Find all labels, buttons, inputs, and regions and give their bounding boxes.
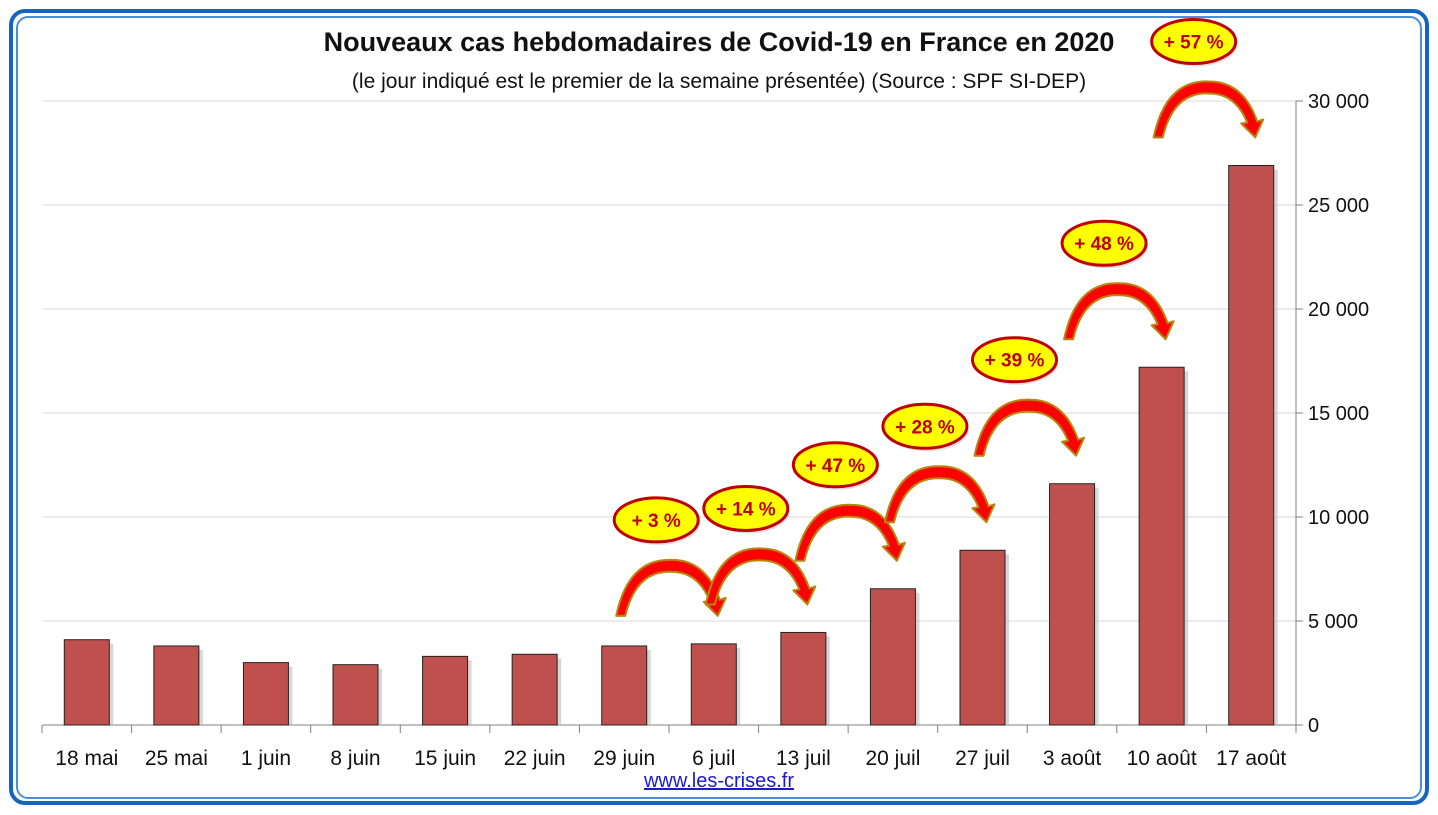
y-tick-label: 0: [1308, 715, 1319, 737]
growth-label: + 47 %: [806, 456, 866, 477]
x-tick-label: 22 juin: [504, 747, 566, 770]
bar: [332, 664, 379, 726]
chart-title: Nouveaux cas hebdomadaires de Covid-19 e…: [323, 27, 1115, 57]
growth-arrow: [794, 503, 906, 562]
x-tick-label: 10 août: [1127, 747, 1197, 770]
bar: [1138, 366, 1185, 726]
growth-badge: [1150, 17, 1238, 65]
growth-badge: [971, 336, 1058, 384]
growth-arrow: [1063, 282, 1175, 341]
growth-arrow: [615, 558, 727, 617]
x-tick-label: 20 juil: [865, 747, 920, 770]
bar: [511, 653, 558, 726]
x-tick-label: 13 juil: [776, 747, 831, 770]
bar: [242, 662, 289, 726]
y-tick-label: 20 000: [1308, 299, 1369, 321]
growth-label: + 39 %: [985, 351, 1045, 372]
growth-badge: [791, 441, 879, 489]
bar: [601, 645, 648, 726]
growth-badge: [881, 402, 969, 450]
x-tick-label: 3 août: [1043, 747, 1102, 770]
x-tick-label: 6 juil: [692, 747, 735, 770]
growth-label: + 57 %: [1164, 32, 1224, 53]
growth-badge: [1060, 219, 1148, 267]
growth-badge: [612, 496, 700, 544]
x-tick-label: 15 juin: [414, 747, 476, 770]
x-tick-label: 8 juin: [330, 747, 380, 770]
growth-arrow: [1152, 80, 1265, 139]
bar: [690, 643, 737, 726]
source-link[interactable]: www.les-crises.fr: [643, 770, 794, 792]
inner-frame: [16, 16, 1422, 799]
x-tick-label: 29 juin: [593, 747, 655, 770]
x-tick-label: 18 mai: [55, 747, 118, 770]
bar: [959, 549, 1006, 726]
growth-label: + 14 %: [716, 499, 776, 520]
bar: [1049, 483, 1096, 726]
growth-label: + 3 %: [632, 511, 681, 532]
growth-label: + 48 %: [1074, 234, 1134, 255]
y-tick-label: 15 000: [1308, 403, 1369, 425]
growth-arrow: [883, 465, 996, 524]
y-tick-label: 10 000: [1308, 507, 1369, 529]
bar: [63, 639, 110, 726]
y-tick-label: 30 000: [1308, 91, 1369, 113]
y-tick-label: 25 000: [1308, 195, 1369, 217]
bar: [869, 588, 916, 726]
x-tick-label: 1 juin: [241, 747, 291, 770]
chart-subtitle: (le jour indiqué est le premier de la se…: [351, 70, 1087, 93]
x-tick-label: 17 août: [1216, 747, 1286, 770]
growth-label: + 28 %: [895, 417, 955, 438]
bar: [153, 645, 200, 726]
growth-arrow: [973, 398, 1086, 457]
bar: [780, 631, 827, 726]
x-tick-label: 25 mai: [145, 747, 208, 770]
growth-arrow: [704, 547, 817, 606]
y-tick-label: 5 000: [1308, 611, 1358, 633]
growth-badge: [702, 484, 790, 532]
x-tick-label: 27 juil: [955, 747, 1010, 770]
bar: [422, 655, 469, 726]
bar: [1228, 164, 1275, 726]
